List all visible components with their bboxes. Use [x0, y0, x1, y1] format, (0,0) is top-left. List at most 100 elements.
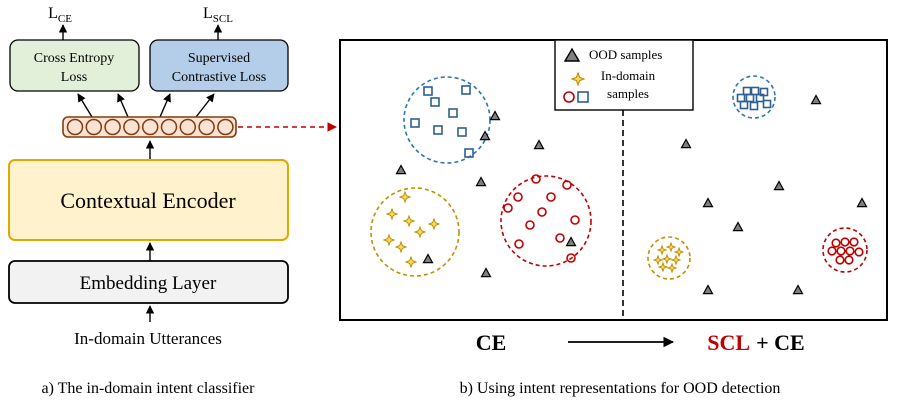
in-domain-star-marker: [394, 240, 408, 254]
in-domain-star-marker: [666, 262, 678, 274]
vector-cell: [141, 118, 159, 136]
in-domain-circle-marker: [570, 215, 580, 225]
ood-triangle-marker: [732, 221, 744, 232]
in-domain-circle-marker: [840, 237, 850, 247]
embedding-layer-label: Embedding Layer: [80, 273, 217, 294]
ood-triangle-marker: [480, 267, 492, 278]
ood-triangle-marker: [773, 180, 785, 191]
in-domain-square-marker: [461, 85, 471, 95]
in-domain-star-marker: [661, 253, 673, 265]
supervised-contrastive-box: [149, 39, 289, 92]
in-domain-square-marker: [750, 86, 760, 96]
vector-cell: [123, 118, 140, 136]
arrow-vec-ce-2: [117, 93, 129, 118]
in-domain-star-marker: [656, 244, 668, 256]
in-domain-star-marker: [670, 254, 682, 266]
supervised-contrastive-line2: Contrastive Loss: [172, 70, 267, 85]
ood-triangle-marker: [489, 110, 501, 121]
in-domain-circle-marker: [546, 192, 556, 202]
ood-triangle-marker: [395, 164, 407, 175]
ce-label: CE: [476, 330, 507, 355]
in-domain-square-marker: [749, 101, 759, 111]
loss-ce-label: LCE: [48, 5, 72, 25]
in-domain-circle-marker: [844, 255, 854, 265]
red-cluster-ce: [500, 175, 592, 267]
legend-ood-label: OOD samples: [589, 47, 662, 62]
in-domain-circle-marker: [831, 238, 841, 248]
vector-cell: [85, 118, 103, 136]
supervised-contrastive-line1: Supervised: [188, 51, 250, 66]
scl-ce-label: SCL + CE: [707, 330, 804, 355]
in-domain-star-marker: [427, 217, 441, 231]
in-domain-star-marker: [413, 225, 427, 239]
in-domain-square-marker: [430, 97, 440, 107]
in-domain-square-marker: [457, 127, 467, 137]
in-domain-square-marker: [464, 148, 474, 158]
vector-cell: [217, 118, 234, 136]
in-domain-star-marker: [657, 261, 669, 273]
gold-cluster-ce: [370, 187, 460, 277]
in-domain-square-marker: [762, 99, 772, 109]
in-domain-star-marker: [673, 246, 685, 258]
in-domain-star-marker: [382, 233, 396, 247]
in-domain-circle-marker: [555, 233, 565, 243]
in-domain-star-marker: [652, 254, 664, 266]
ood-triangle-marker: [533, 139, 545, 150]
in-domain-square-marker: [433, 125, 443, 135]
in-domain-circle-marker: [836, 246, 846, 256]
ood-triangle-marker: [702, 284, 714, 295]
vector-cell: [66, 118, 84, 136]
vector-cell: [160, 118, 178, 136]
legend-star-icon: [570, 71, 586, 87]
in-domain-circle-marker: [562, 180, 572, 190]
in-domain-circle-marker: [845, 246, 855, 256]
vector-cell: [104, 118, 121, 136]
contextual-encoder-label: Contextual Encoder: [60, 188, 236, 213]
legend-indomain-line1: In-domain: [601, 68, 656, 83]
in-domain-square-marker: [448, 108, 458, 118]
contextual-encoder-box: [8, 159, 289, 241]
blue-square-markers: [410, 85, 772, 158]
ood-triangle-marker: [565, 236, 577, 247]
vector-cell: [179, 118, 197, 136]
legend-ood-triangle-icon: [563, 47, 581, 62]
in-domain-square-marker: [410, 118, 420, 128]
legend-circle-icon: [563, 91, 575, 103]
ood-triangle-marker: [422, 253, 434, 264]
ood-triangle-marker: [810, 94, 822, 105]
in-domain-circle-marker: [525, 220, 535, 230]
legend-square-icon: [577, 91, 589, 103]
legend-indomain-line2: samples: [607, 86, 649, 101]
in-domain-star-marker: [385, 207, 399, 221]
in-domain-star-marker: [398, 190, 412, 204]
ood-triangle-marker: [680, 138, 692, 149]
in-domain-square-marker: [423, 86, 433, 96]
in-domain-star-marker: [404, 255, 418, 269]
in-domain-circle-marker: [514, 239, 524, 249]
in-domain-circle-marker: [537, 207, 547, 217]
gold-star-markers: [382, 190, 685, 274]
input-label: In-domain Utterances: [74, 329, 222, 348]
in-domain-circle-marker: [513, 192, 523, 202]
red-circle-markers: [503, 174, 864, 265]
ood-triangle-marker: [702, 197, 714, 208]
cross-entropy-line1: Cross Entropy: [34, 51, 115, 66]
vector-cell: [198, 118, 215, 136]
arrow-vec-scl-2: [195, 93, 215, 118]
ood-triangle-markers: [395, 94, 868, 295]
in-domain-square-marker: [739, 100, 749, 110]
left-caption: a) The in-domain intent classifier: [42, 380, 256, 397]
in-domain-circle-marker: [827, 246, 837, 256]
in-domain-circle-marker: [566, 253, 576, 263]
cross-entropy-line2: Loss: [61, 70, 87, 85]
cross-entropy-box: [9, 39, 140, 92]
loss-scl-label: LSCL: [203, 5, 233, 25]
arrow-vec-scl-1: [159, 93, 171, 118]
in-domain-square-marker: [755, 93, 765, 103]
red-cluster-scl: [822, 227, 868, 273]
in-domain-square-marker: [745, 93, 755, 103]
blue-cluster-scl: [732, 75, 776, 119]
gold-cluster-scl: [647, 236, 691, 280]
